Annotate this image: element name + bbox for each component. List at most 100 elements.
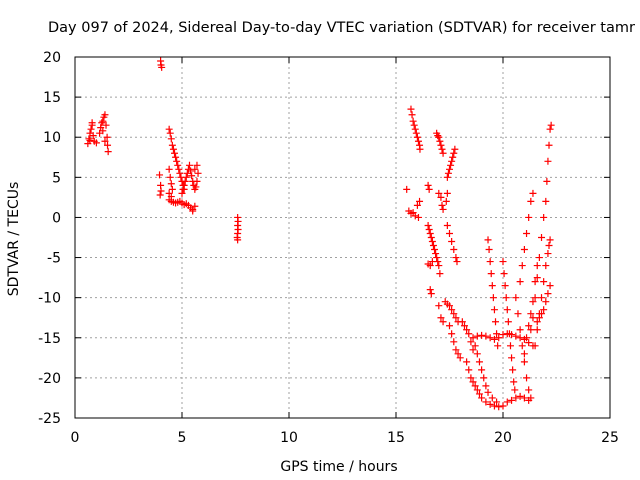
- y-tick-label: -20: [38, 371, 61, 387]
- data-point: [478, 366, 486, 374]
- data-point: [538, 310, 546, 318]
- y-tick-label: 15: [43, 90, 61, 106]
- data-point: [544, 290, 552, 298]
- data-point: [411, 125, 419, 133]
- data-point: [514, 310, 522, 318]
- data-point: [516, 334, 524, 342]
- y-tick-label: 0: [52, 210, 61, 226]
- y-tick-label: 20: [43, 50, 61, 66]
- data-point: [435, 262, 443, 270]
- data-point: [409, 117, 417, 125]
- data-point: [484, 388, 492, 396]
- data-point: [450, 338, 458, 346]
- data-point: [540, 278, 548, 286]
- data-point: [495, 403, 503, 411]
- data-point: [490, 335, 498, 343]
- data-point: [488, 282, 496, 290]
- data-point: [172, 153, 180, 161]
- data-point: [523, 334, 531, 342]
- data-point: [508, 396, 516, 404]
- data-point: [181, 177, 189, 185]
- data-point: [101, 111, 109, 119]
- data-point: [450, 310, 458, 318]
- data-point: [171, 149, 179, 157]
- data-point: [506, 342, 514, 350]
- data-point: [446, 229, 453, 237]
- data-point: [99, 127, 107, 135]
- data-point: [478, 394, 486, 402]
- data-point: [416, 197, 424, 205]
- data-point: [520, 350, 528, 358]
- data-point: [89, 132, 97, 140]
- data-point: [176, 169, 184, 177]
- data-point: [527, 326, 535, 334]
- data-point: [425, 185, 433, 193]
- y-tick-label: 5: [52, 170, 61, 186]
- data-point: [436, 270, 444, 278]
- data-point: [540, 306, 548, 314]
- data-point: [523, 229, 531, 237]
- data-point: [431, 246, 439, 254]
- data-point: [434, 132, 442, 140]
- data-point: [192, 183, 200, 191]
- data-point: [86, 136, 94, 144]
- data-point: [452, 314, 460, 322]
- data-point: [175, 165, 183, 173]
- data-point: [545, 141, 553, 149]
- data-point: [544, 250, 552, 258]
- data-point: [503, 306, 511, 314]
- data-point: [101, 137, 109, 145]
- data-point: [467, 374, 475, 382]
- data-point: [166, 129, 174, 137]
- data-point: [533, 318, 541, 326]
- data-point: [450, 246, 458, 254]
- data-point: [158, 63, 166, 71]
- data-point: [168, 141, 176, 149]
- data-point: [510, 378, 518, 386]
- data-point: [475, 390, 483, 398]
- data-point: [493, 398, 501, 406]
- data-point: [493, 330, 501, 338]
- data-point: [533, 326, 541, 334]
- data-point: [533, 262, 541, 270]
- data-point: [191, 202, 199, 210]
- data-point: [439, 318, 447, 326]
- data-point: [469, 334, 477, 342]
- data-point: [469, 346, 477, 354]
- data-point: [473, 386, 481, 394]
- data-point: [102, 121, 110, 129]
- data-point: [447, 161, 455, 169]
- data-point: [523, 374, 531, 382]
- data-point: [490, 306, 498, 314]
- data-point: [500, 270, 508, 278]
- data-point: [413, 201, 421, 209]
- data-point: [429, 242, 437, 250]
- data-point: [529, 189, 537, 197]
- data-point: [471, 382, 479, 390]
- data-point: [433, 254, 441, 262]
- x-tick-label: 10: [280, 430, 298, 446]
- data-point: [501, 282, 509, 290]
- data-point: [412, 129, 420, 137]
- data-point: [492, 318, 500, 326]
- data-point: [489, 294, 497, 302]
- data-point: [538, 234, 546, 241]
- data-point: [494, 342, 502, 350]
- data-point: [509, 366, 517, 374]
- data-point: [525, 386, 533, 394]
- data-point: [166, 173, 174, 181]
- data-point: [499, 258, 507, 266]
- data-point: [454, 350, 462, 358]
- data-point: [428, 238, 436, 246]
- x-tick-label: 15: [387, 430, 405, 446]
- data-point: [446, 302, 453, 310]
- data-point: [427, 234, 435, 241]
- data-point: [180, 181, 188, 189]
- data-point: [544, 157, 552, 165]
- data-point: [403, 185, 411, 193]
- chart-title: Day 097 of 2024, Sidereal Day-to-day VTE…: [48, 20, 635, 36]
- data-point: [542, 197, 550, 205]
- data-point: [471, 342, 479, 350]
- data-point: [413, 133, 421, 141]
- x-tick-label: 5: [178, 430, 187, 446]
